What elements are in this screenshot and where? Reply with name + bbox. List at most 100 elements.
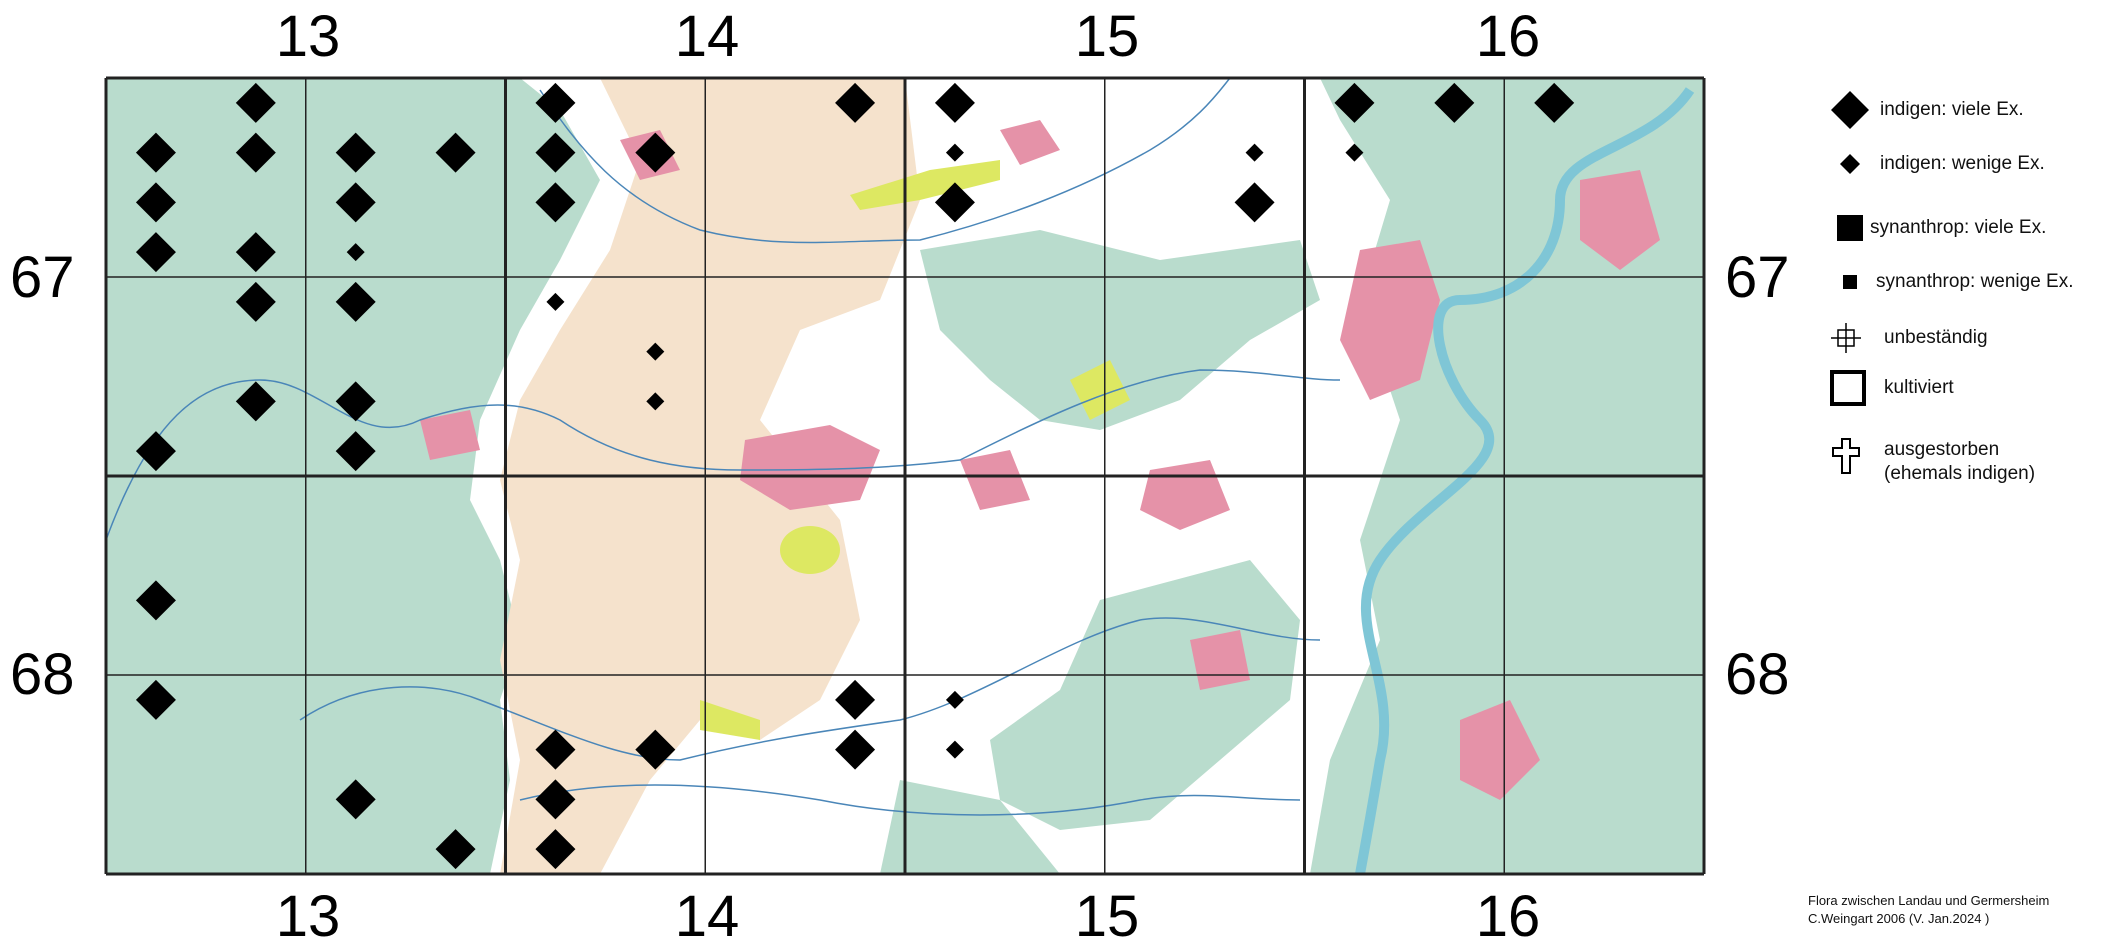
row-label-right: 67 xyxy=(1725,245,1790,310)
diamond-small-icon xyxy=(1820,144,1880,184)
legend-label-block: ausgestorben (ehemals indigen) xyxy=(1884,438,2035,486)
record-indigen-many xyxy=(535,132,576,173)
record-indigen-many xyxy=(235,232,276,273)
record-indigen-few xyxy=(945,690,964,709)
meadow-3 xyxy=(1070,360,1130,420)
record-indigen-many xyxy=(835,729,876,770)
stream-3 xyxy=(299,617,1321,761)
record-indigen-many xyxy=(235,281,276,322)
rhine-river xyxy=(1355,87,1695,874)
column-label-top: 14 xyxy=(674,4,740,69)
settlement-7 xyxy=(1000,120,1060,165)
grid-lines xyxy=(104,76,1706,876)
record-indigen-many xyxy=(1434,82,1475,123)
column-label-top: 15 xyxy=(1074,4,1140,69)
settlement-4 xyxy=(1190,630,1250,690)
legend-item-synanthrop-wenige: synanthrop: wenige Ex. xyxy=(1820,262,2074,302)
meadow-2 xyxy=(850,160,1000,210)
settlement-9 xyxy=(420,410,480,460)
diamond-large-icon xyxy=(1820,90,1880,130)
legend-label: indigen: wenige Ex. xyxy=(1880,153,2045,174)
square-large-icon xyxy=(1820,208,1880,248)
credit-line-2: C.Weingart 2006 (V. Jan.2024 ) xyxy=(1808,911,1990,926)
stream-2 xyxy=(539,78,1231,244)
legend-label: indigen: viele Ex. xyxy=(1880,99,2024,120)
legend-item-kultiviert: kultiviert xyxy=(1818,368,1954,408)
column-label-bottom: 14 xyxy=(674,884,740,949)
record-indigen-many xyxy=(934,182,975,223)
legend-label: kultiviert xyxy=(1884,377,1954,398)
stream-1 xyxy=(106,369,1341,541)
record-indigen-few xyxy=(646,392,665,411)
record-indigen-many xyxy=(835,82,876,123)
record-indigen-many xyxy=(135,679,176,720)
record-indigen-few xyxy=(945,143,964,162)
forest-south2 xyxy=(880,780,1060,874)
record-indigen-many xyxy=(1534,82,1575,123)
record-indigen-many xyxy=(435,829,476,870)
record-indigen-many xyxy=(335,431,376,472)
legend-label: ausgestorben xyxy=(1884,439,2000,460)
record-symbols xyxy=(135,82,1575,870)
legend-item-ausgestorben: ausgestorben (ehemals indigen) xyxy=(1816,436,2035,486)
settlement-10 xyxy=(960,450,1030,510)
record-indigen-many xyxy=(335,132,376,173)
settlement-5 xyxy=(1580,170,1660,270)
legend-item-indigen-wenige: indigen: wenige Ex. xyxy=(1820,144,2045,184)
record-indigen-many xyxy=(835,679,876,720)
legend-label: unbeständig xyxy=(1884,327,1988,348)
column-label-top: 13 xyxy=(275,4,341,69)
record-indigen-many xyxy=(235,82,276,123)
column-label-bottom: 13 xyxy=(275,884,341,949)
credit-line-1: Flora zwischen Landau und Germersheim xyxy=(1808,893,2050,908)
record-indigen-many xyxy=(335,779,376,820)
column-label-top: 16 xyxy=(1475,4,1541,69)
record-indigen-many xyxy=(335,182,376,223)
record-indigen-few xyxy=(346,243,365,262)
record-indigen-few xyxy=(1245,143,1264,162)
record-indigen-many xyxy=(535,729,576,770)
record-indigen-many xyxy=(335,281,376,322)
record-indigen-few xyxy=(646,342,665,361)
record-indigen-many xyxy=(135,182,176,223)
record-indigen-many xyxy=(335,381,376,422)
record-indigen-many xyxy=(1334,82,1375,123)
legend-label: synanthrop: wenige Ex. xyxy=(1876,271,2074,292)
record-indigen-few xyxy=(546,292,565,311)
record-indigen-many xyxy=(135,132,176,173)
row-label-right: 68 xyxy=(1725,642,1790,707)
legend-item-synanthrop-viele: synanthrop: viele Ex. xyxy=(1820,208,2046,248)
record-indigen-many xyxy=(435,132,476,173)
record-indigen-many xyxy=(934,82,975,123)
forest-mid xyxy=(920,230,1320,430)
square-outline-icon xyxy=(1818,368,1878,408)
record-indigen-many xyxy=(235,381,276,422)
legend-item-indigen-viele: indigen: viele Ex. xyxy=(1820,90,2024,130)
record-indigen-many xyxy=(535,779,576,820)
row-label-left: 67 xyxy=(10,245,75,310)
record-indigen-few xyxy=(1245,193,1264,212)
record-indigen-many xyxy=(635,132,676,173)
record-indigen-many xyxy=(235,132,276,173)
legend-item-unbestaendig: unbeständig xyxy=(1816,318,1988,358)
row-label-left: 68 xyxy=(10,642,75,707)
record-indigen-many xyxy=(535,182,576,223)
record-indigen-many xyxy=(135,431,176,472)
square-small-icon xyxy=(1820,262,1880,302)
record-indigen-few xyxy=(1345,143,1364,162)
record-indigen-many xyxy=(535,82,576,123)
stream-4 xyxy=(519,784,1301,816)
legend-label-sub: (ehemals indigen) xyxy=(1884,463,2036,484)
settlement-2 xyxy=(1340,240,1440,400)
forest-south xyxy=(990,560,1300,830)
column-label-bottom: 15 xyxy=(1074,884,1140,949)
record-indigen-many xyxy=(135,232,176,273)
column-label-bottom: 16 xyxy=(1475,884,1541,949)
meadow-1 xyxy=(780,526,840,574)
record-indigen-few xyxy=(945,740,964,759)
record-indigen-many xyxy=(135,580,176,621)
crosshair-icon xyxy=(1816,318,1876,358)
record-indigen-many xyxy=(635,729,676,770)
settlement-1 xyxy=(740,425,880,510)
